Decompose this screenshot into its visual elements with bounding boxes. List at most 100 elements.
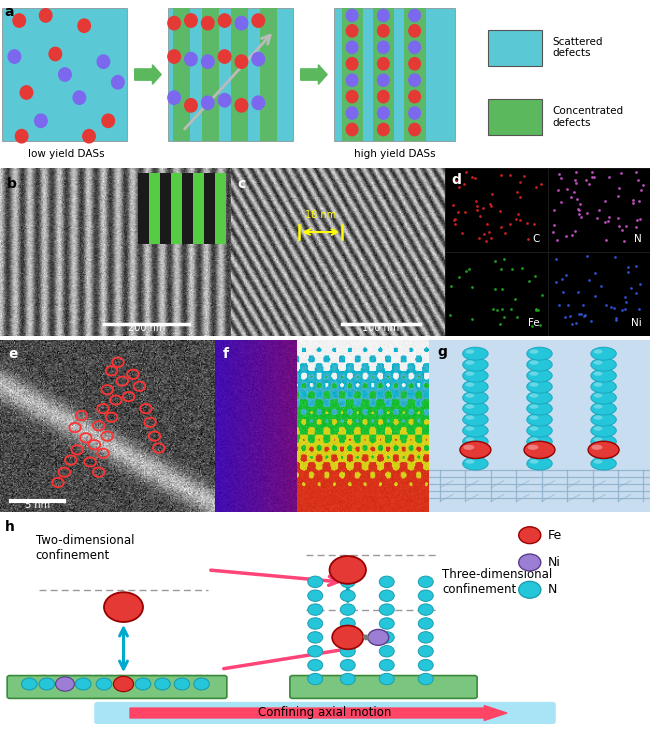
Point (515, 214, 526, 226)
Ellipse shape (527, 444, 538, 450)
Circle shape (380, 576, 394, 588)
Circle shape (378, 107, 389, 119)
Point (620, 296, 630, 308)
Ellipse shape (591, 457, 616, 470)
Point (578, 300, 588, 311)
Text: Two-dimensional
confinement: Two-dimensional confinement (36, 534, 135, 561)
Ellipse shape (526, 380, 552, 393)
Point (600, 216, 610, 227)
Point (535, 319, 545, 331)
Point (497, 284, 508, 295)
Circle shape (380, 659, 394, 671)
Text: low yield DASs: low yield DASs (28, 149, 105, 159)
Point (575, 198, 586, 210)
Ellipse shape (465, 360, 474, 365)
Circle shape (174, 678, 190, 690)
Point (480, 235, 491, 247)
Circle shape (112, 75, 124, 89)
Point (584, 178, 594, 189)
Circle shape (218, 94, 231, 107)
Point (517, 262, 528, 274)
Point (601, 299, 612, 311)
Point (610, 251, 620, 263)
Point (551, 253, 561, 265)
Bar (260, 8, 277, 141)
Circle shape (341, 576, 355, 588)
Text: 5 nm: 5 nm (25, 500, 50, 510)
Circle shape (20, 86, 32, 99)
Circle shape (341, 618, 355, 629)
Text: 200 nm: 200 nm (128, 323, 165, 333)
Point (556, 273, 567, 284)
Circle shape (168, 91, 181, 105)
Circle shape (73, 91, 86, 105)
Point (549, 204, 560, 216)
Circle shape (218, 50, 231, 63)
Point (621, 220, 631, 232)
Circle shape (235, 99, 248, 112)
Point (608, 303, 619, 314)
Point (601, 234, 611, 246)
Circle shape (40, 9, 52, 22)
Ellipse shape (530, 459, 538, 463)
Circle shape (194, 678, 209, 690)
Point (622, 261, 632, 273)
Point (495, 205, 506, 217)
Point (457, 227, 467, 239)
Point (472, 200, 482, 212)
Circle shape (308, 618, 323, 629)
Circle shape (16, 129, 28, 143)
Bar (547, 168, 650, 252)
Bar (202, 8, 219, 141)
Ellipse shape (463, 380, 488, 393)
Point (524, 275, 534, 287)
Ellipse shape (463, 457, 488, 470)
Circle shape (380, 618, 394, 629)
Bar (138, 173, 226, 244)
Circle shape (346, 58, 358, 70)
Ellipse shape (591, 347, 616, 360)
Ellipse shape (526, 369, 552, 382)
Circle shape (97, 55, 110, 69)
Point (523, 232, 534, 244)
Point (614, 220, 625, 232)
Point (515, 175, 525, 187)
Text: Ni: Ni (548, 556, 561, 569)
Point (536, 178, 547, 189)
Circle shape (380, 604, 394, 616)
Point (563, 299, 573, 311)
Circle shape (380, 632, 394, 643)
Point (574, 208, 584, 220)
Point (575, 204, 585, 216)
Bar (231, 8, 248, 141)
Point (574, 308, 584, 320)
Point (499, 311, 510, 322)
Circle shape (419, 590, 433, 602)
Circle shape (346, 41, 358, 53)
Point (595, 280, 606, 292)
Circle shape (380, 590, 394, 602)
Text: Fe: Fe (528, 318, 540, 328)
Point (450, 175, 461, 186)
Point (504, 218, 515, 230)
Text: g: g (438, 345, 448, 359)
Bar (138, 173, 150, 244)
Bar (150, 173, 161, 244)
Point (619, 235, 630, 246)
Circle shape (185, 53, 197, 66)
Point (510, 293, 520, 305)
Point (560, 230, 571, 242)
Bar (173, 8, 190, 141)
Circle shape (346, 107, 358, 119)
Point (571, 167, 582, 178)
Point (527, 320, 538, 332)
Ellipse shape (592, 444, 603, 450)
Ellipse shape (463, 444, 474, 450)
Point (445, 310, 455, 322)
Ellipse shape (530, 393, 538, 398)
Circle shape (235, 55, 248, 69)
Circle shape (378, 10, 389, 22)
Ellipse shape (530, 360, 538, 365)
Ellipse shape (591, 446, 616, 459)
Point (576, 211, 586, 223)
